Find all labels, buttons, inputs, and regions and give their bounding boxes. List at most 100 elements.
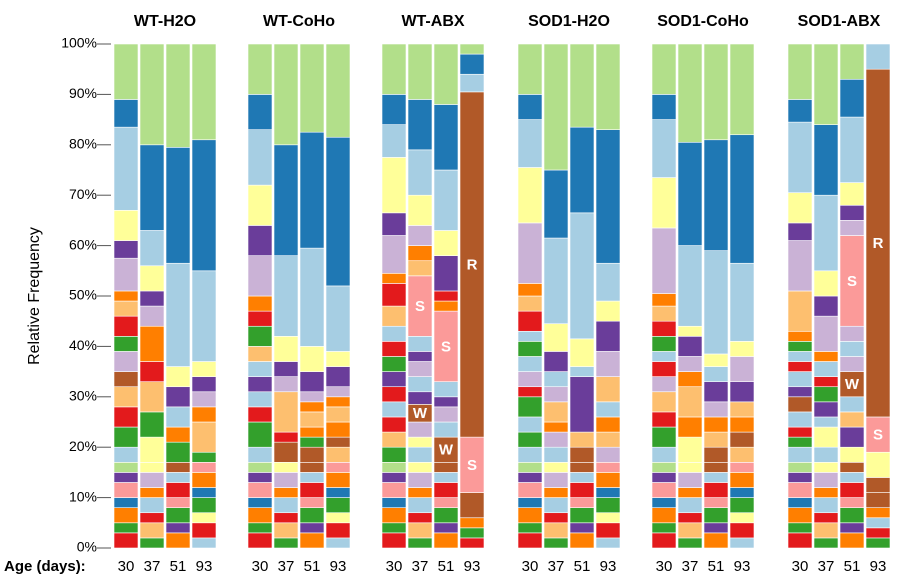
- bar-segment: [839, 411, 865, 428]
- bar-segment: [407, 421, 433, 438]
- bar-segment: [677, 537, 703, 549]
- x-tick-label: 37: [548, 558, 565, 575]
- bar-segment: [113, 210, 139, 241]
- x-tick-label: 51: [304, 558, 321, 575]
- bar-segment: [569, 532, 595, 549]
- bar-segment: [433, 230, 459, 256]
- bar-segment: [787, 446, 813, 463]
- bar-segment: [247, 225, 273, 256]
- bar-segment: [729, 431, 755, 448]
- bar-segment: [517, 396, 543, 418]
- bar-segment: [703, 532, 729, 549]
- segment-label: R: [467, 256, 478, 273]
- bar-segment: [113, 426, 139, 448]
- bar-segment: [113, 43, 139, 100]
- bar-segment: [247, 94, 273, 130]
- bar-segment: [381, 94, 407, 125]
- bar-segment: [381, 43, 407, 95]
- bar-segment: [677, 43, 703, 143]
- bar-segment: [433, 522, 459, 534]
- bar-segment: [191, 487, 217, 498]
- bar-segment: [247, 421, 273, 448]
- bar-segment: [247, 532, 273, 549]
- bar-segment: [191, 462, 217, 473]
- bar-segment: [517, 43, 543, 95]
- bar-segment: [651, 391, 677, 413]
- bar-segment: [839, 482, 865, 498]
- bar-segment: [813, 124, 839, 196]
- bar-segment: [325, 487, 351, 498]
- bar-segment: [273, 431, 299, 443]
- bar-segment: [113, 371, 139, 388]
- x-axis-label: Age (days):: [4, 558, 86, 575]
- bar-segment: [839, 341, 865, 357]
- bar-segment: [729, 401, 755, 418]
- bar-segment: [839, 462, 865, 473]
- bar-segment: [543, 537, 569, 549]
- bar-segment: [247, 406, 273, 423]
- bar-segment: [433, 462, 459, 473]
- bar-segment: [517, 416, 543, 433]
- bar-segment: [543, 462, 569, 473]
- bar-segment: [865, 537, 891, 549]
- bar-segment: [433, 300, 459, 312]
- bar-segment: [407, 446, 433, 463]
- bar-segment: [517, 446, 543, 463]
- bar-segment: [433, 104, 459, 171]
- bar-segment: [407, 336, 433, 352]
- x-tick-label: 37: [278, 558, 295, 575]
- bar-segment: [113, 507, 139, 524]
- bar-segment: [543, 323, 569, 352]
- x-tick-label: 93: [870, 558, 887, 575]
- bar-segment: [273, 497, 299, 514]
- bar-segment: [433, 472, 459, 483]
- bar-segment: [813, 512, 839, 524]
- bar-segment: [381, 472, 407, 483]
- y-tick-label: 10%: [69, 488, 97, 504]
- bar-segment: [517, 295, 543, 312]
- bar-segment: [651, 426, 677, 448]
- bar-segment: [433, 310, 459, 382]
- bar-segment: [139, 462, 165, 473]
- bar-segment: [703, 472, 729, 483]
- bar-segment: [651, 446, 677, 463]
- bar-segment: [247, 482, 273, 498]
- bar-segment: [651, 507, 677, 524]
- bar-segment: [813, 472, 839, 488]
- bar-segment: [595, 401, 621, 418]
- bar-segment: [247, 522, 273, 534]
- bar-segment: [651, 532, 677, 549]
- bar-segment: [407, 361, 433, 377]
- bar-segment: [139, 230, 165, 267]
- x-tick-label: 30: [252, 558, 269, 575]
- bar-segment: [381, 356, 407, 372]
- bar-segment: [677, 141, 703, 246]
- bar-segment: [787, 240, 813, 292]
- bar-segment: [113, 351, 139, 372]
- bar-segment: [247, 507, 273, 524]
- bar-segment: [595, 43, 621, 130]
- bar-segment: [113, 482, 139, 498]
- y-tick-label: 60%: [69, 236, 97, 252]
- bar-segment: [787, 361, 813, 372]
- bar-segment: [139, 512, 165, 524]
- bar-segment: [595, 376, 621, 403]
- x-tick-label: 37: [412, 558, 429, 575]
- bar-segment: [191, 512, 217, 524]
- bar-segment: [381, 341, 407, 357]
- bar-segment: [407, 512, 433, 524]
- bar-segment: [139, 497, 165, 514]
- bar-segment: [787, 99, 813, 123]
- bar-segment: [729, 462, 755, 473]
- bar-segment: [165, 507, 191, 524]
- segment-label: W: [439, 442, 454, 459]
- bar-segment: [651, 305, 677, 322]
- bar-segment: [703, 446, 729, 463]
- bar-segment: [139, 522, 165, 539]
- bar-segment: [703, 401, 729, 418]
- bar-segment: [299, 446, 325, 463]
- bar-segment: [543, 371, 569, 388]
- bar-segment: [595, 497, 621, 514]
- bar-segment: [273, 441, 299, 463]
- bar-segment: [729, 43, 755, 136]
